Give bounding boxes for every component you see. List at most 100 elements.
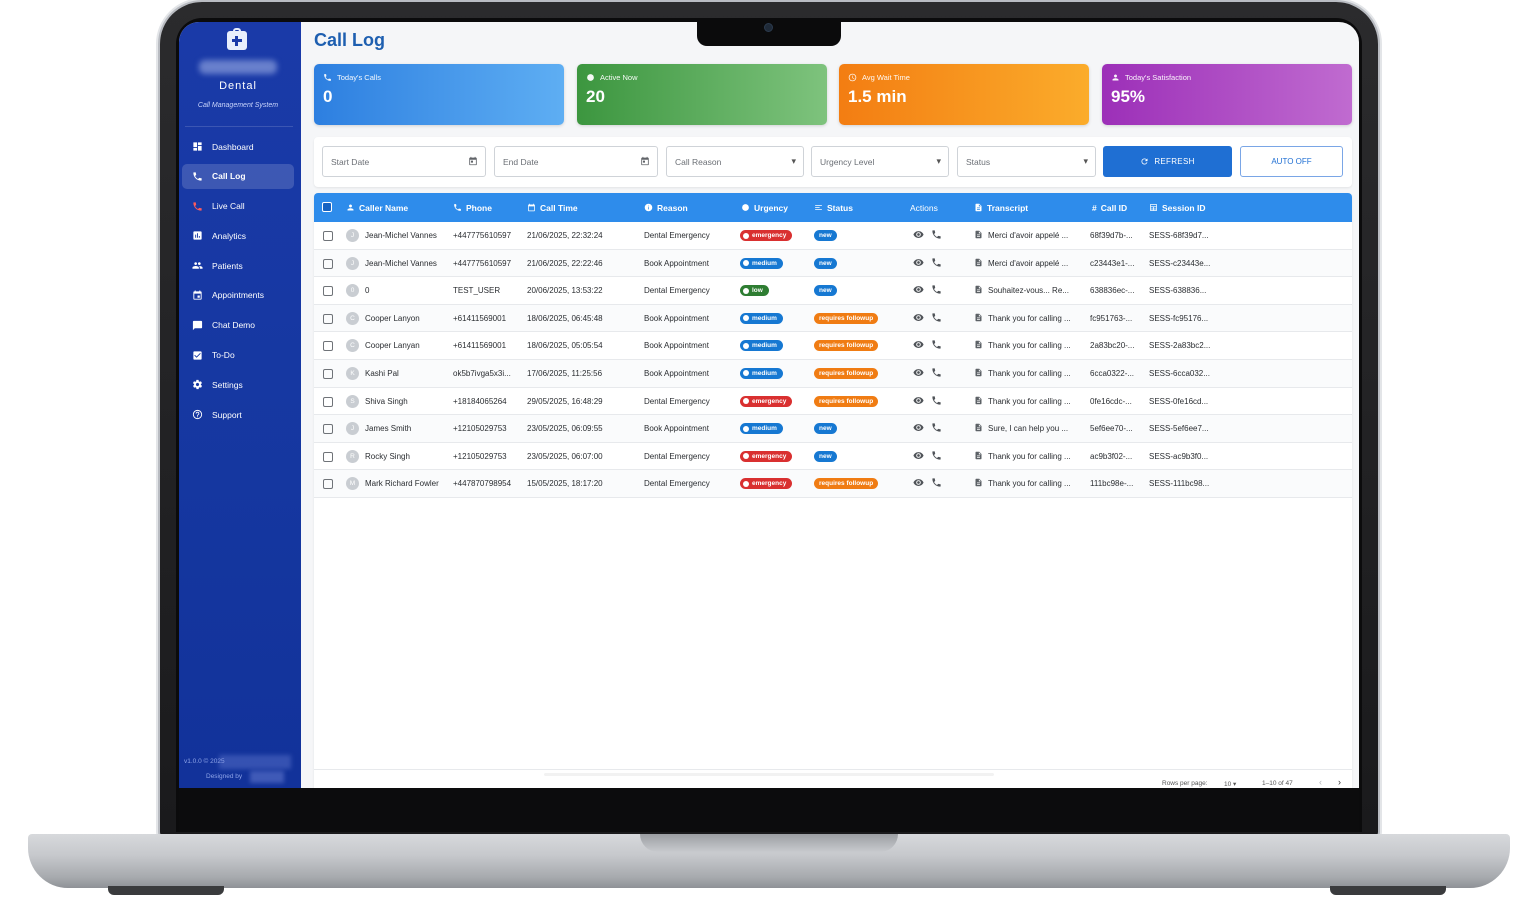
table-body: J Jean-Michel Vannes +447775610597 21/06/20… [314,222,1352,498]
column-call-id[interactable]: # Call ID [1092,193,1127,222]
urgency-label: medium [752,425,777,433]
column-actions: Actions [910,193,938,222]
rows-per-page-select[interactable]: 10 ▾ [1224,781,1237,788]
view-icon[interactable] [913,284,931,297]
chart-icon [191,230,203,242]
view-icon[interactable] [913,367,931,380]
row-checkbox[interactable] [323,258,333,269]
call-back-icon[interactable] [931,477,949,490]
calendar-icon[interactable] [468,156,478,168]
transcript-cell[interactable]: Thank you for calling ... [974,443,1088,470]
sidebar-item-live-call[interactable]: Live Call [182,194,294,219]
caller-cell: C Cooper Lanyon [346,305,451,332]
row-checkbox[interactable] [323,424,333,435]
urgency-cell: medium [740,360,812,387]
sidebar-item-chat-demo[interactable]: Chat Demo [182,313,294,338]
call-back-icon[interactable] [931,229,949,242]
transcript-cell[interactable]: Thank you for calling ... [974,470,1088,497]
view-icon[interactable] [913,477,931,490]
view-icon[interactable] [913,257,931,270]
call-back-icon[interactable] [931,367,949,380]
column-transcript[interactable]: Transcript [974,193,1028,222]
row-checkbox[interactable] [323,368,333,379]
status-cell: requires followup [814,332,904,359]
end-date-field[interactable]: End Date [494,146,658,177]
sidebar-item-patients[interactable]: Patients [182,253,294,278]
brand-name: Dental [219,80,257,92]
column-reason[interactable]: Reason [644,193,688,222]
call-back-icon[interactable] [931,312,949,325]
actions-cell [913,443,963,470]
table-row[interactable]: J Jean-Michel Vannes +447775610597 21/06/20… [314,222,1352,250]
row-checkbox[interactable] [323,479,333,490]
sidebar-item-support[interactable]: Support [182,402,294,427]
transcript-cell[interactable]: Souhaitez-vous... Re... [974,277,1088,304]
people-icon [191,260,203,272]
phone-cell: +61411569001 [453,313,507,323]
column-call-time[interactable]: Call Time [527,193,578,222]
call-back-icon[interactable] [931,339,949,352]
row-checkbox[interactable] [323,313,333,324]
transcript-cell[interactable]: Thank you for calling ... [974,360,1088,387]
chevron-left-icon[interactable]: ‹ [1319,777,1322,787]
start-date-field[interactable]: Start Date [322,146,486,177]
sidebar-item-analytics[interactable]: Analytics [182,223,294,248]
sidebar-item-todo[interactable]: To-Do [182,343,294,368]
view-icon[interactable] [913,312,931,325]
transcript-cell[interactable]: Thank you for calling ... [974,388,1088,415]
view-icon[interactable] [913,229,931,242]
sidebar-item-label: Analytics [212,230,247,241]
stat-label: Active Now [600,73,638,82]
table-row[interactable]: R Rocky Singh +12105029753 23/05/2025, 06:0… [314,443,1352,471]
status-cell: new [814,222,904,249]
transcript-cell[interactable]: Sure, I can help you ... [974,415,1088,442]
call-back-icon[interactable] [931,450,949,463]
calendar-icon[interactable] [640,156,650,168]
caller-name: 0 [365,286,370,296]
sidebar-item-appointments[interactable]: Appointments [182,283,294,308]
sidebar-item-settings[interactable]: Settings [182,372,294,397]
sidebar-item-dashboard[interactable]: Dashboard [182,134,294,159]
row-checkbox[interactable] [323,451,333,462]
urgency-label: emergency [752,480,787,488]
row-checkbox[interactable] [323,231,333,241]
view-icon[interactable] [913,450,931,463]
call-back-icon[interactable] [931,257,949,270]
table-row[interactable]: M Mark Richard Fowler +447870798954 15/05/2… [314,470,1352,498]
table-row[interactable]: S Shiva Singh +18184065264 29/05/2025, 16:4… [314,388,1352,416]
select-all-checkbox[interactable] [322,202,332,212]
row-checkbox[interactable] [323,341,333,352]
sidebar-item-call-log[interactable]: Call Log [182,163,294,189]
row-checkbox[interactable] [323,396,333,407]
column-session-id[interactable]: Session ID [1149,193,1205,222]
table-row[interactable]: 0 0 TEST_USER 20/06/2025, 13:53:22 Dental Em… [314,277,1352,305]
table-row[interactable]: C Cooper Lanyan +61411569001 18/06/2025, 05… [314,332,1352,360]
view-icon[interactable] [913,422,931,435]
transcript-cell[interactable]: Merci d'avoir appelé ... [974,222,1088,249]
row-checkbox[interactable] [323,286,333,297]
chevron-right-icon[interactable]: › [1338,777,1341,787]
auto-refresh-toggle[interactable]: AUTO OFF [1240,146,1343,177]
column-status[interactable]: Status [814,193,853,222]
main-content: Call Log Today's Calls 0 Active Now 20 A… [301,22,1359,788]
refresh-button[interactable]: REFRESH [1103,146,1232,177]
call-back-icon[interactable] [931,395,949,408]
view-icon[interactable] [913,339,931,352]
transcript-cell[interactable]: Thank you for calling ... [974,332,1088,359]
table-row[interactable]: J Jean-Michel Vannes +447775610597 21/06/20… [314,249,1352,278]
column-urgency[interactable]: Urgency [741,193,788,222]
call-back-icon[interactable] [931,284,949,297]
column-phone[interactable]: Phone [453,193,492,222]
call-back-icon[interactable] [931,422,949,435]
status-select[interactable]: Status ▾ [957,146,1096,177]
table-row[interactable]: J James Smith +12105029753 23/05/2025, 06:0… [314,415,1352,443]
call-reason-select[interactable]: Call Reason ▾ [666,146,804,177]
transcript-cell[interactable]: Thank you for calling ... [974,305,1088,332]
table-row[interactable]: K Kashi Pal ok5b7ivga5x3i... 17/06/2025, 11… [314,359,1352,388]
column-caller-name[interactable]: Caller Name [346,193,408,222]
urgency-level-select[interactable]: Urgency Level ▾ [811,146,949,177]
transcript-cell[interactable]: Merci d'avoir appelé ... [974,250,1088,277]
view-icon[interactable] [913,395,931,408]
table-row[interactable]: C Cooper Lanyon +61411569001 18/06/2025, 06… [314,304,1352,333]
horizontal-scrollbar[interactable] [544,773,994,776]
